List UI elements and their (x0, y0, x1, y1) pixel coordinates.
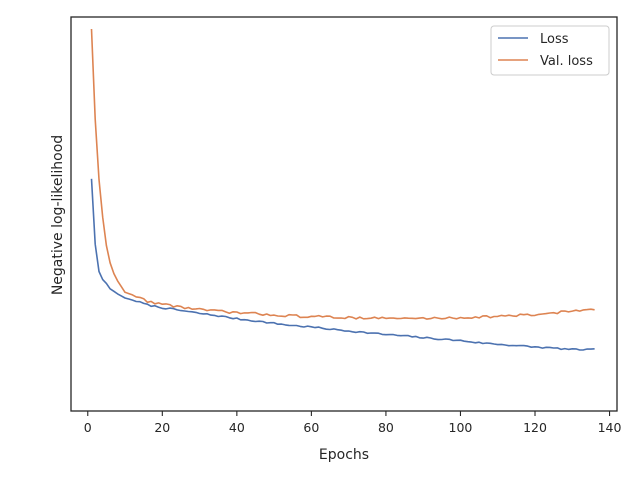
ticks-layer: 0 20 40 60 80 100 120 140 (84, 411, 622, 435)
x-tick-label-80: 80 (378, 420, 394, 435)
x-tick-label-140: 140 (598, 420, 622, 435)
legend-label-val-loss: Val. loss (540, 54, 593, 69)
x-tick-label-60: 60 (303, 420, 319, 435)
plot-area-frame (70, 16, 618, 412)
x-axis-label: Epochs (319, 447, 369, 463)
series-line-loss (90, 178, 595, 351)
series-line-val-loss (90, 28, 595, 320)
x-tick-label-40: 40 (229, 420, 245, 435)
y-axis-label: Negative log-likelihood (50, 135, 66, 295)
series-layer (90, 28, 595, 351)
x-tick-label-100: 100 (449, 420, 473, 435)
x-tick-label-120: 120 (523, 420, 547, 435)
x-tick-label-20: 20 (154, 420, 170, 435)
legend-label-loss: Loss (540, 32, 569, 47)
x-tick-label-0: 0 (84, 420, 92, 435)
legend: Loss Val. loss (490, 25, 610, 76)
